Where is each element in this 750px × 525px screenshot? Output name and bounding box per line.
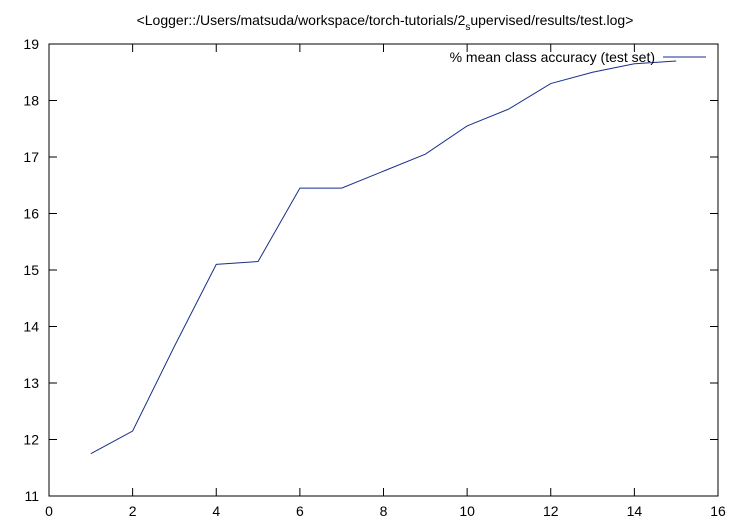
y-axis: 11 12 13 14 15 16 17 18 19	[23, 36, 718, 504]
y-tick-label: 13	[23, 375, 39, 391]
y-tick-label: 18	[23, 93, 39, 109]
y-tick-label: 14	[23, 319, 39, 335]
x-tick-label: 2	[129, 503, 137, 519]
series-layer	[90, 60, 677, 455]
x-tick-label: 8	[380, 503, 388, 519]
y-tick-label: 19	[23, 36, 39, 52]
y-tick-label: 17	[23, 149, 39, 165]
x-tick-label: 12	[543, 503, 559, 519]
plot-area-frame	[48, 43, 719, 497]
y-tick-label: 15	[23, 262, 39, 278]
chart-title-suffix: upervised/results/test.log>	[470, 12, 633, 28]
chart-title-main: <Logger::/Users/matsuda/workspace/torch-…	[137, 12, 466, 28]
chart-title: <Logger::/Users/matsuda/workspace/torch-…	[137, 12, 634, 33]
x-axis: 0 2 4 6 8 10 12 14 16	[45, 44, 726, 519]
x-tick-label: 0	[45, 503, 53, 519]
x-tick-label: 10	[459, 503, 475, 519]
legend: % mean class accuracy (test set)	[450, 49, 706, 65]
y-tick-label: 16	[23, 206, 39, 222]
y-tick-label: 12	[23, 432, 39, 448]
chart-title-subscript: s	[465, 22, 470, 33]
x-tick-label: 6	[296, 503, 304, 519]
x-tick-label: 4	[212, 503, 220, 519]
y-tick-label: 11	[24, 488, 39, 504]
x-tick-label: 16	[710, 503, 726, 519]
series-line	[90, 60, 677, 455]
x-tick-label: 14	[627, 503, 643, 519]
legend-label: % mean class accuracy (test set)	[450, 49, 655, 65]
